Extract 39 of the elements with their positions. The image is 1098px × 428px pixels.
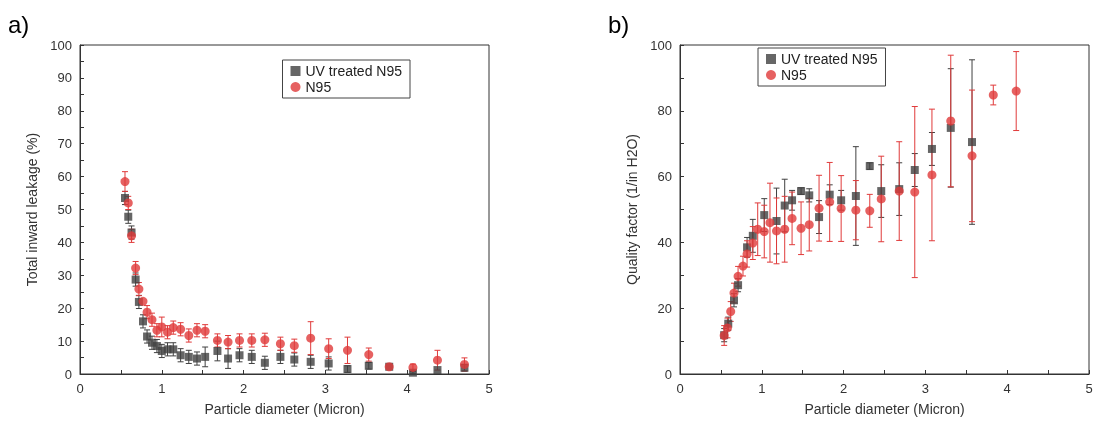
x-tick-label: 4 — [403, 381, 411, 396]
text: b) — [608, 10, 630, 38]
x-tick-label: 5 — [1085, 381, 1093, 396]
x-tick-label: 0 — [676, 381, 684, 396]
x-tick-label: 4 — [1003, 381, 1011, 396]
y-tick-label: 0 — [664, 366, 672, 382]
legend-label: UV treated N95 — [781, 51, 878, 67]
legend-label: UV treated N95 — [305, 63, 403, 79]
y-tick-label: 100 — [650, 37, 672, 53]
text: a) — [8, 10, 30, 38]
x-tick-label: 0 — [76, 381, 84, 396]
y-tick-label: 60 — [657, 169, 672, 185]
x-tick-label: 2 — [839, 381, 848, 396]
y-tick-label: 40 — [657, 234, 672, 250]
y-axis-title: Total inward leakage (%) — [24, 132, 41, 287]
x-tick-label: 1 — [758, 381, 766, 396]
y-tick-label: 0 — [64, 366, 72, 382]
y-tick-label: 80 — [657, 103, 672, 119]
x-tick-label: 3 — [921, 381, 930, 396]
x-tick-label: 2 — [239, 381, 248, 396]
y-tick-label: 50 — [57, 202, 72, 217]
y-tick-label: 60 — [57, 169, 72, 185]
y-tick-label: 10 — [57, 333, 72, 349]
y-tick-label: 70 — [57, 136, 72, 152]
y-tick-label: 100 — [50, 37, 72, 53]
y-axis-title: Quality factor (1/in H2O) — [624, 134, 641, 285]
y-tick-label: 90 — [57, 70, 72, 86]
y-tick-label: 20 — [57, 300, 72, 316]
x-axis-title: Particle diameter (Micron) — [804, 401, 965, 417]
y-tick-label: 40 — [57, 234, 72, 250]
legend-label: N95 — [305, 79, 332, 95]
y-tick-label: 20 — [657, 300, 672, 316]
y-tick-label: 80 — [57, 103, 72, 119]
y-tick-label: 30 — [57, 267, 72, 283]
x-tick-label: 5 — [485, 381, 493, 396]
x-tick-label: 1 — [158, 381, 166, 396]
x-axis-title: Particle diameter (Micron) — [204, 401, 365, 417]
legend-label: N95 — [781, 67, 807, 83]
x-tick-label: 3 — [321, 381, 330, 396]
